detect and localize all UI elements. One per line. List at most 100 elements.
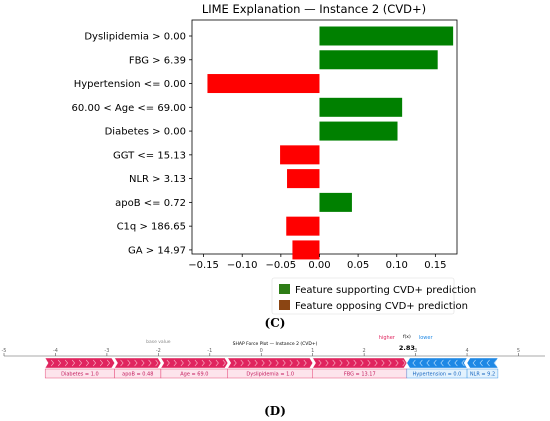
shap-chevron [141,359,145,367]
shap-chevron [374,359,378,367]
shap-fx-value: 2.83 [399,344,415,352]
lime-category-label: Hypertension <= 0.00 [74,79,186,90]
shap-chevron [395,359,399,367]
shap-chevron [194,359,198,367]
lime-category-label: 60.00 < Age <= 69.00 [72,103,186,114]
lime-category-label: Dyslipidemia > 0.00 [84,32,186,43]
lime-chart: LIME Explanation — Instance 2 (CVD+) Dys… [72,2,477,330]
shap-higher-label: higher [379,335,396,341]
shap-chevron [440,359,444,367]
shap-chevron [106,359,111,367]
shap-chevron [353,359,357,367]
shap-positive-label: Age = 69.0 [180,372,208,378]
shap-tick-label: -3 [104,348,109,354]
shap-chevron [388,359,392,367]
lime-legend-label-0: Feature supporting CVD+ prediction [295,285,476,296]
lime-legend-label-1: Feature opposing CVD+ prediction [295,301,468,312]
shap-negative-label-box-1 [466,368,499,379]
shap-positive-bar-1 [114,357,162,369]
shap-chevron [381,359,385,367]
lime-bar-8 [286,216,320,236]
lime-bar-4 [319,121,398,141]
shap-chevron [419,359,423,367]
shap-chevron [247,359,251,367]
shap-chevron [201,359,205,367]
lime-xtick-label: 0.00 [308,260,330,271]
shap-chevron [166,359,170,367]
lime-legend-swatch-1 [279,300,290,310]
shap-tick-label: 1 [311,348,314,354]
shap-chevron [99,359,104,367]
lime-bar-6 [287,169,320,189]
lime-category-label: GGT <= 15.13 [113,150,186,161]
lime-bar-9 [292,240,320,260]
shap-chevron [325,359,329,367]
shap-chevron [493,359,497,367]
lime-legend-frame [271,277,455,315]
shap-tick-label: -4 [53,348,58,354]
lime-xtick-label: 0.15 [424,260,446,271]
shap-tick-label: 2 [363,348,366,354]
shap-chevron [296,359,300,367]
shap-lower-label: lower [419,335,434,341]
shap-chevron [78,359,83,367]
lime-bar-3 [319,97,403,117]
shap-chevron [426,359,430,367]
shap-negative-label: Hypertension = 0.0 [413,372,462,378]
shap-negative-label: NLR = 9.2 [470,372,495,378]
shap-title: SHAP Force Plot — Instance 2 (CVD+) [233,341,318,347]
shap-chevron [71,359,76,367]
shap-chevron [120,359,124,367]
shap-force-plot: -5 -4 -3 -2 -1 0 1 2 3 4 5 SHAP Force Plot — Insta… [2,334,545,418]
shap-chevron [367,359,371,367]
lime-category-label: C1q > 186.65 [117,222,186,233]
shap-chevron [85,359,90,367]
shap-tick-label: -1 [207,348,212,354]
shap-positive-label: Diabetes = 1.0 [61,372,99,378]
shap-chevron [92,359,97,367]
shap-chevron [479,359,483,367]
shap-chevron [148,359,152,367]
shap-chevron [233,359,237,367]
shap-chevron [215,359,219,367]
shap-chevron [134,359,138,367]
shap-chevron [433,359,437,367]
shap-positive-bar-4 [312,357,408,369]
lime-xtick-label: 0.10 [386,260,408,271]
lime-category-label: apoB <= 0.72 [115,198,186,209]
shap-axis-ticks: -5 -4 -3 -2 -1 0 1 2 3 4 5 [2,348,520,356]
shap-positive-bar-0 [44,357,115,369]
shap-chevron [360,359,364,367]
shap-fx-label: f(x) [403,334,411,340]
shap-chevron [254,359,258,367]
lime-category-labels: Dyslipidemia > 0.00 FBG > 6.39 Hypertensio… [72,32,192,256]
shap-tick-label: 0 [260,348,263,354]
lime-xtick-label: −0.05 [266,260,297,271]
shap-chevron [240,359,244,367]
shap-positive-label: Dyslipidemia = 1.0 [246,372,294,378]
lime-category-label: FBG > 6.39 [129,55,186,66]
lime-bars [207,26,454,260]
lime-legend-swatch-0 [279,284,290,294]
lime-bar-0 [319,26,454,46]
lime-bar-1 [319,50,438,70]
lime-bar-5 [280,145,320,165]
shap-chevron [412,359,416,367]
shap-chevron [454,359,458,367]
shap-positive-bar-3 [227,357,313,369]
shap-tick-label: 4 [465,348,468,354]
shap-bars [44,357,499,369]
lime-x-axis: −0.15 −0.10 −0.05 0.00 0.05 0.10 0.15 [188,254,447,271]
lime-xtick-label: −0.15 [188,260,219,271]
shap-positive-label: apoB = 0.48 [122,372,153,378]
shap-chevron [57,359,62,367]
shap-chevron [127,359,131,367]
shap-tick-label: 5 [517,348,520,354]
shap-negative-bar-0 [406,357,468,369]
shap-chevron [261,359,265,367]
shap-chevron [180,359,184,367]
shap-negative-bar-1 [466,357,499,369]
shap-chevron [486,359,490,367]
shap-chevron [208,359,212,367]
